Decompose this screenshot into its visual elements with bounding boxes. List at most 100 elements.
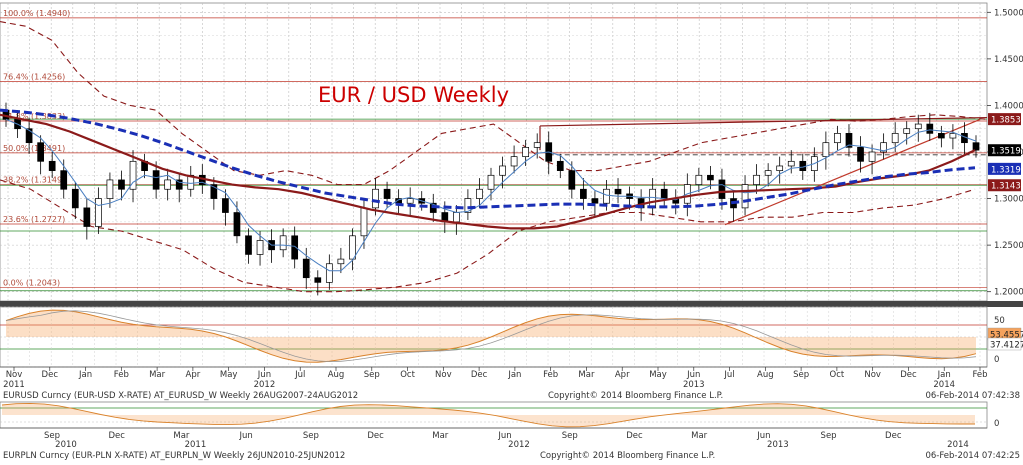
mini-line [1, 402, 975, 428]
candle-body [926, 123, 934, 134]
x-tick-label: Feb [114, 370, 129, 380]
candle-body [256, 240, 264, 255]
x-tick-label: Dec [471, 370, 488, 380]
candle-body [938, 133, 945, 139]
bottom-tick-label: Sep [303, 431, 319, 441]
ma-red [0, 113, 976, 230]
footer-left-1: EURUSD Curncy (EUR-USD X-RATE) AT_EURUSD… [3, 391, 358, 401]
x-year-label: 2013 [683, 380, 705, 390]
trendline-upper [539, 116, 988, 127]
candle-body [25, 128, 33, 144]
x-tick-label: Dec [900, 370, 917, 380]
candle-body [464, 198, 472, 213]
candle-body [891, 133, 899, 144]
x-tick-label: Aug [328, 370, 345, 380]
candle-body [487, 174, 495, 190]
candle-body [649, 188, 657, 209]
candle-body [949, 133, 957, 139]
candle-body [753, 174, 760, 185]
bottom-tick-label: Sep [562, 431, 578, 441]
candle-body [614, 188, 622, 195]
y-tick-label: 1.3000 [994, 195, 1023, 205]
fib-label: 0.0% (1.2043) [3, 279, 60, 288]
candle-body [37, 142, 44, 162]
candle-body [106, 179, 114, 199]
candle-body [129, 160, 137, 190]
bottom-tick-label: Jun [756, 431, 770, 441]
fib-label: 38.2% (1.3149) [3, 176, 65, 185]
osc-fill [6, 310, 976, 363]
x-tick-label: Jul [723, 370, 734, 380]
x-tick-label: Jan [937, 370, 951, 380]
price-tag-label: 1.3319 [991, 165, 1021, 175]
osc-tag-label: 37.4127 [990, 341, 1023, 351]
x-tick-label: May [220, 370, 238, 380]
price-tag-label: 1.3519 [991, 147, 1021, 157]
price-tags: 1.3853 1.3519 1.3319 1.3143 [988, 113, 1021, 192]
candle-body [372, 188, 379, 209]
bollinger-upper [0, 21, 988, 186]
fib-label: 50.0% (1.3491) [3, 144, 65, 153]
candle-body [834, 133, 841, 144]
price-tag-label: 1.3143 [991, 182, 1021, 192]
candle-body [914, 123, 922, 130]
x-tick-label: Nov [435, 370, 452, 380]
footer-right-1: 06-Feb-2014 07:42:38 [925, 391, 1020, 401]
bottom-tick-label: Dec [626, 431, 643, 441]
candle-body [568, 170, 576, 190]
candle-body [71, 188, 79, 209]
candle-body [603, 188, 610, 204]
mini-tick-label: 0 [994, 419, 999, 429]
y-tick-label: 1.2500 [994, 241, 1023, 251]
fib-label: 100.0% (1.4940) [3, 9, 70, 18]
ma-thin-blue [5, 118, 977, 272]
x-year-label: 2012 [254, 380, 276, 390]
bottom-year-label: 2011 [185, 440, 207, 450]
candle-body [406, 198, 414, 204]
bottom-year-label: 2012 [508, 440, 530, 450]
y-tick-label: 1.4000 [994, 101, 1023, 111]
price-tag-label: 1.3853 [991, 116, 1021, 126]
osc-tag-label: 53.4557 [990, 331, 1023, 341]
candle-body [787, 160, 795, 167]
x-year-label: 2011 [3, 380, 25, 390]
price-tag [988, 144, 1021, 157]
x-tick-label: Jan [78, 370, 92, 380]
bottom-tick-label: Mar [432, 431, 449, 441]
candle-body [868, 151, 876, 162]
candle-body [60, 170, 68, 190]
candle-body [337, 258, 345, 265]
candle-body [383, 188, 391, 199]
price-tag [988, 162, 1021, 175]
osc-signal [5, 310, 977, 363]
osc-line [5, 309, 977, 363]
candle-body [499, 165, 506, 176]
candle-body [556, 160, 564, 171]
candle-body [291, 235, 299, 260]
footer-center-2: Copyright© 2014 Bloomberg Finance L.P. [540, 451, 715, 461]
candle-body [707, 174, 714, 181]
bottom-tick-label: Jun [239, 431, 253, 441]
bottom-tick-label: Jun [497, 431, 511, 441]
price-tag [988, 113, 1021, 126]
x-tick-label: May [649, 370, 667, 380]
bottom-tick-label: Dec [367, 431, 384, 441]
x-tick-label: Jun [686, 370, 700, 380]
candle-body [453, 212, 460, 223]
candle-body [360, 207, 368, 237]
bottom-tick-label: Mar [691, 431, 708, 441]
osc-tag [987, 337, 1022, 351]
osc-tick-label: 50 [994, 316, 1005, 326]
x-tick-label: Mar [149, 370, 166, 380]
candle-body [533, 142, 541, 148]
chart-title: EUR / USD Weekly [318, 83, 509, 107]
x-tick-label: Feb [972, 370, 987, 380]
bollinger-bands [0, 21, 988, 293]
x-tick-label: Apr [615, 370, 630, 380]
x-tick-label: Jan [507, 370, 521, 380]
bottom-year-label: 2014 [947, 440, 969, 450]
